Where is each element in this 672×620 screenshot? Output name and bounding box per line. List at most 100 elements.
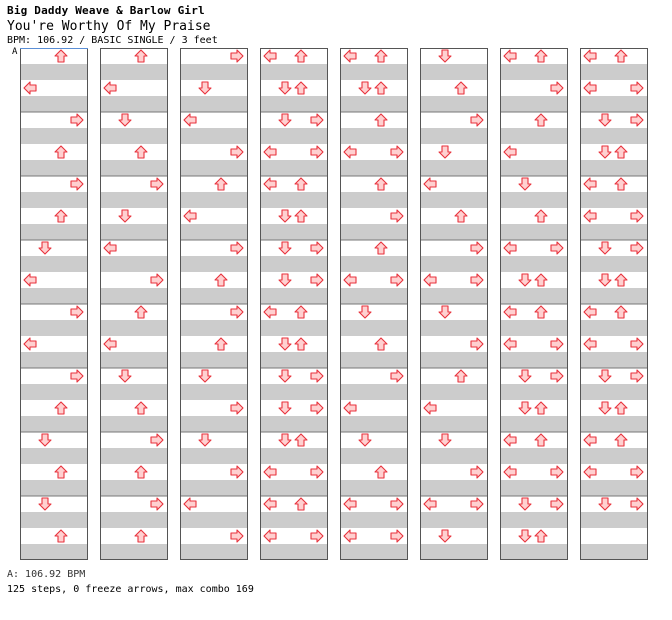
arrow-down-icon xyxy=(278,369,292,383)
arrow-up-icon xyxy=(134,401,148,415)
arrow-down-icon xyxy=(518,369,532,383)
arrow-up-icon xyxy=(374,113,388,127)
arrow-left-icon xyxy=(343,273,357,287)
arrow-down-icon xyxy=(278,81,292,95)
beat-stripe xyxy=(180,512,248,528)
arrow-right-icon xyxy=(150,497,164,511)
arrow-right-icon xyxy=(550,369,564,383)
beat-stripe xyxy=(100,224,168,240)
arrow-right-icon xyxy=(470,113,484,127)
beat-stripe xyxy=(20,256,88,272)
arrow-up-icon xyxy=(214,177,228,191)
arrow-up-icon xyxy=(134,305,148,319)
bpm-marker-label: A xyxy=(12,47,18,57)
beat-stripe xyxy=(180,192,248,208)
beat-stripe xyxy=(260,448,328,464)
arrow-up-icon xyxy=(134,529,148,543)
arrow-up-icon xyxy=(134,49,148,63)
beat-stripe xyxy=(260,192,328,208)
beat-stripe xyxy=(420,192,488,208)
beat-stripe xyxy=(260,352,328,368)
beat-stripe xyxy=(580,544,648,560)
arrow-down-icon xyxy=(198,81,212,95)
beat-stripe xyxy=(20,96,88,112)
arrow-left-icon xyxy=(583,305,597,319)
arrow-left-icon xyxy=(583,465,597,479)
beat-stripe xyxy=(500,160,568,176)
beat-stripe xyxy=(580,352,648,368)
beat-stripe xyxy=(340,352,408,368)
arrow-right-icon xyxy=(310,369,324,383)
arrow-left-icon xyxy=(103,81,117,95)
arrow-left-icon xyxy=(263,529,277,543)
beat-stripe xyxy=(100,416,168,432)
beat-stripe xyxy=(420,352,488,368)
arrow-down-icon xyxy=(278,433,292,447)
arrow-up-icon xyxy=(294,177,308,191)
arrow-right-icon xyxy=(390,529,404,543)
beat-stripe xyxy=(100,96,168,112)
beat-stripe xyxy=(420,64,488,80)
arrow-right-icon xyxy=(630,209,644,223)
arrow-down-icon xyxy=(118,209,132,223)
beat-stripe xyxy=(500,256,568,272)
beat-stripe xyxy=(580,448,648,464)
arrow-left-icon xyxy=(183,113,197,127)
arrow-up-icon xyxy=(294,49,308,63)
arrow-right-icon xyxy=(310,465,324,479)
beat-stripe xyxy=(20,384,88,400)
beat-stripe xyxy=(260,128,328,144)
arrow-left-icon xyxy=(23,81,37,95)
arrow-down-icon xyxy=(438,529,452,543)
beat-stripe xyxy=(420,448,488,464)
arrow-down-icon xyxy=(598,241,612,255)
arrow-right-icon xyxy=(550,497,564,511)
arrow-left-icon xyxy=(503,337,517,351)
beat-stripe xyxy=(420,544,488,560)
beat-stripe xyxy=(340,448,408,464)
beat-stripe xyxy=(340,192,408,208)
beat-stripe xyxy=(340,544,408,560)
beat-stripe xyxy=(100,192,168,208)
arrow-left-icon xyxy=(583,81,597,95)
arrow-up-icon xyxy=(454,81,468,95)
arrow-up-icon xyxy=(374,465,388,479)
arrow-left-icon xyxy=(343,497,357,511)
arrow-down-icon xyxy=(518,529,532,543)
arrow-left-icon xyxy=(583,177,597,191)
arrow-up-icon xyxy=(374,49,388,63)
beat-stripe xyxy=(420,224,488,240)
beat-stripe xyxy=(260,544,328,560)
arrow-up-icon xyxy=(374,337,388,351)
beat-stripe xyxy=(420,480,488,496)
beat-stripe xyxy=(100,384,168,400)
arrow-left-icon xyxy=(343,401,357,415)
arrow-down-icon xyxy=(278,337,292,351)
chart-column xyxy=(420,48,488,560)
arrow-up-icon xyxy=(54,401,68,415)
arrow-right-icon xyxy=(310,241,324,255)
beat-stripe xyxy=(340,416,408,432)
beat-stripe xyxy=(260,96,328,112)
beat-stripe xyxy=(100,288,168,304)
arrow-up-icon xyxy=(54,145,68,159)
beat-stripe xyxy=(500,320,568,336)
arrow-right-icon xyxy=(470,241,484,255)
arrow-up-icon xyxy=(214,273,228,287)
beat-stripe xyxy=(420,256,488,272)
arrow-left-icon xyxy=(23,273,37,287)
arrow-up-icon xyxy=(294,81,308,95)
beat-stripe xyxy=(20,416,88,432)
arrow-right-icon xyxy=(310,145,324,159)
arrow-right-icon xyxy=(310,273,324,287)
beat-stripe xyxy=(100,448,168,464)
arrow-down-icon xyxy=(38,241,52,255)
beat-stripe xyxy=(340,288,408,304)
arrow-right-icon xyxy=(470,465,484,479)
arrow-left-icon xyxy=(23,337,37,351)
arrow-left-icon xyxy=(423,273,437,287)
beat-stripe xyxy=(340,224,408,240)
chart-column xyxy=(180,48,248,560)
beat-stripe xyxy=(20,448,88,464)
arrow-up-icon xyxy=(54,465,68,479)
